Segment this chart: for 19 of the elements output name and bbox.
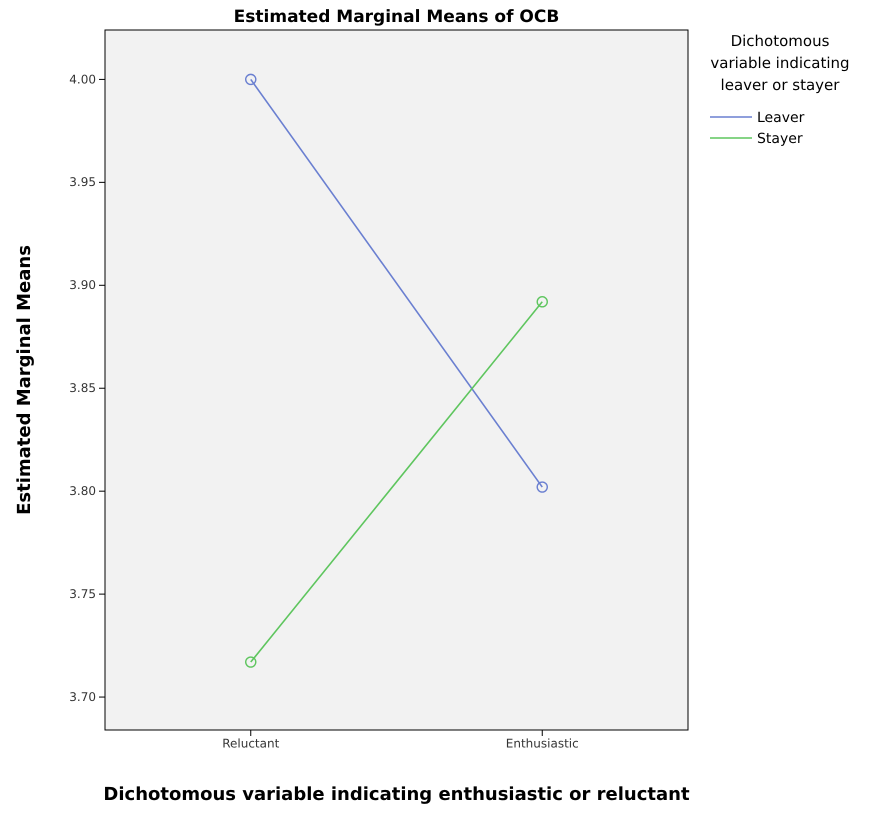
y-tick-label: 3.70 bbox=[69, 690, 96, 704]
legend-label: Leaver bbox=[757, 110, 805, 126]
point bbox=[245, 656, 256, 668]
x-axis-title: Dichotomous variable indicating enthusiastic or reluctant bbox=[103, 784, 690, 805]
y-tick-label: 3.75 bbox=[69, 586, 96, 601]
x-tick-label: Reluctant bbox=[222, 736, 280, 751]
point bbox=[536, 481, 548, 493]
point bbox=[245, 74, 256, 86]
legend-title: Dichotomous variable indicating leaver or stayer bbox=[710, 32, 850, 94]
point bbox=[536, 296, 548, 308]
y-tick-label: 3.85 bbox=[69, 381, 96, 396]
y-tick-label: 3.90 bbox=[69, 278, 96, 292]
x-tick-label: Enthusiastic bbox=[506, 736, 579, 751]
y-tick-label: 3.80 bbox=[69, 484, 96, 498]
y-tick-label: 3.95 bbox=[69, 175, 96, 190]
y-tick-label: 4.00 bbox=[69, 72, 96, 86]
chart-title: Estimated Marginal Means of OCB bbox=[234, 7, 560, 27]
y-axis-title: Estimated Marginal Means bbox=[14, 245, 35, 515]
legend-label: Stayer bbox=[757, 131, 803, 147]
